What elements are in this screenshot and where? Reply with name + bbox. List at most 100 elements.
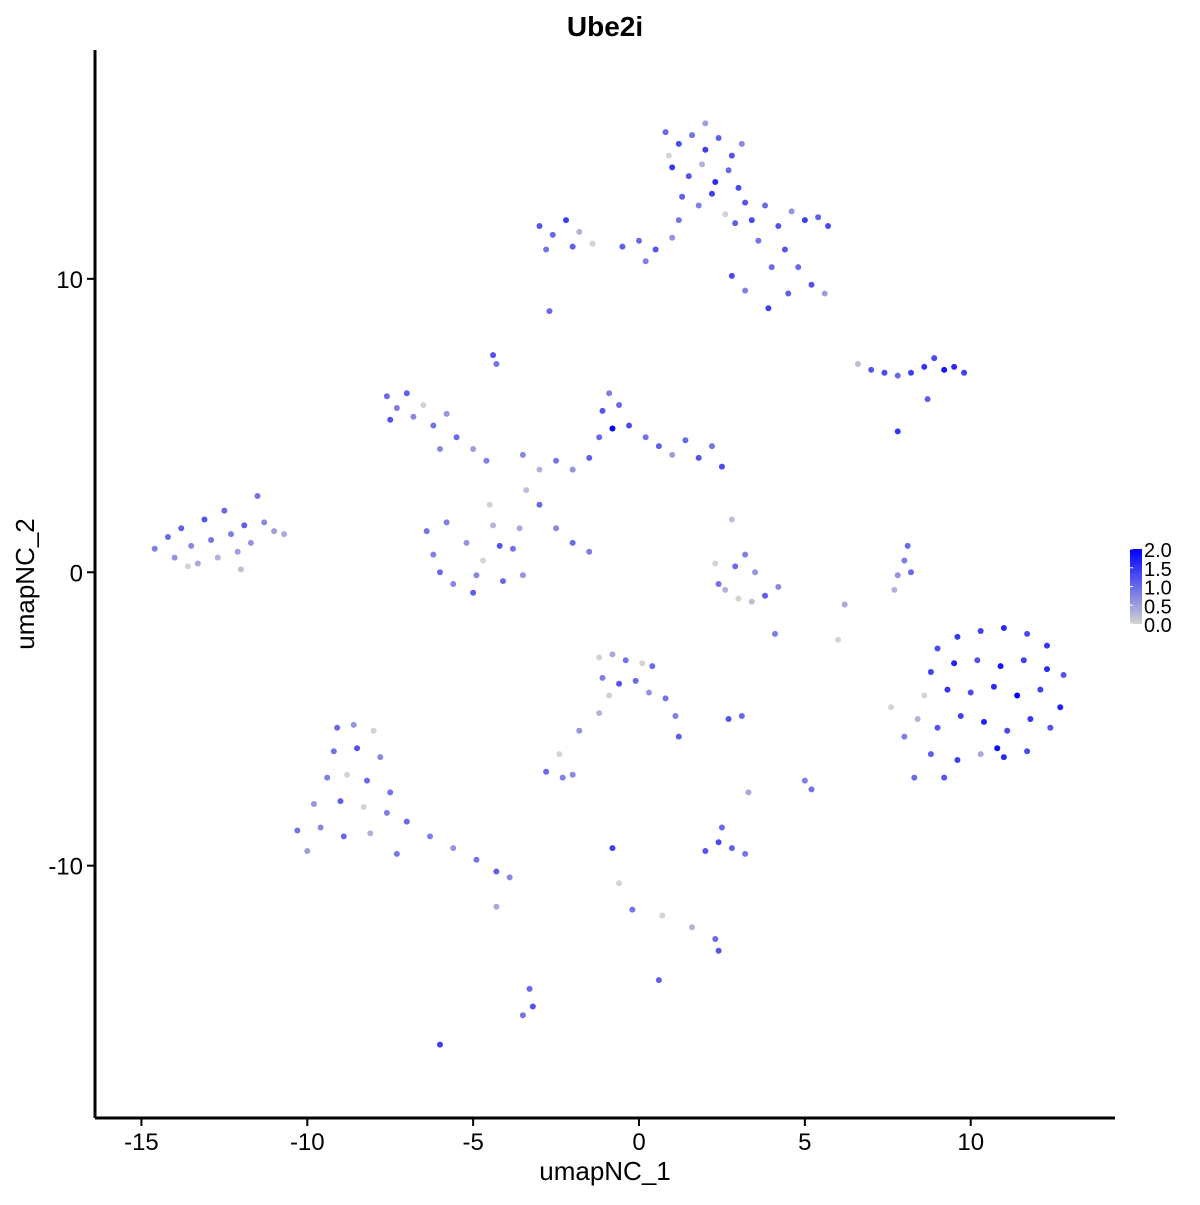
point [622, 657, 629, 664]
x-tick-label: -10 [290, 1129, 325, 1156]
point [977, 751, 984, 758]
point [586, 548, 593, 555]
point [652, 246, 659, 253]
point [430, 422, 437, 429]
point [596, 710, 603, 717]
point [785, 290, 792, 297]
point [725, 167, 732, 174]
point [337, 798, 344, 805]
point [164, 534, 171, 541]
point [901, 557, 908, 564]
point [596, 654, 603, 661]
point [576, 228, 583, 235]
point [639, 660, 646, 667]
point [1047, 724, 1054, 731]
point [1057, 704, 1064, 711]
point [934, 724, 941, 731]
point [927, 669, 934, 676]
point [672, 713, 679, 720]
point [526, 985, 533, 992]
point [453, 434, 460, 441]
point [718, 824, 725, 831]
x-tick-label: -5 [462, 1129, 483, 1156]
point [430, 551, 437, 558]
point [480, 557, 487, 564]
point [632, 677, 639, 684]
point [436, 446, 443, 453]
point [669, 164, 676, 171]
point [609, 425, 616, 432]
point [340, 833, 347, 840]
point [669, 451, 676, 458]
point [569, 466, 576, 473]
point [1060, 671, 1067, 678]
point [768, 264, 775, 271]
point [586, 454, 593, 461]
point [712, 936, 719, 943]
point [556, 751, 563, 758]
point [609, 651, 616, 658]
point [715, 135, 722, 142]
point [184, 563, 191, 570]
point [775, 583, 782, 590]
point [523, 487, 530, 494]
point [888, 704, 895, 711]
point [702, 848, 709, 854]
point [728, 516, 735, 523]
point [911, 774, 918, 781]
point [901, 733, 908, 740]
point [735, 595, 742, 602]
point [553, 525, 560, 532]
point [536, 223, 543, 230]
point [715, 581, 722, 587]
point [330, 748, 337, 755]
point [894, 572, 901, 579]
point [742, 287, 749, 294]
point [695, 454, 702, 461]
point [543, 768, 550, 775]
point [825, 223, 832, 230]
point [655, 443, 662, 450]
point [563, 217, 570, 224]
point [765, 305, 772, 312]
point [801, 777, 808, 784]
point [254, 492, 261, 499]
point [383, 809, 390, 816]
point [516, 525, 523, 532]
point [483, 457, 490, 464]
point [801, 217, 808, 224]
point [261, 519, 268, 526]
x-tick-label: 0 [632, 1129, 645, 1156]
point [616, 880, 623, 887]
point [951, 363, 958, 370]
point [665, 152, 672, 159]
point [788, 208, 795, 215]
point [725, 715, 732, 722]
point [546, 308, 553, 315]
point [201, 516, 208, 523]
point [745, 789, 752, 796]
point [490, 352, 497, 359]
point [752, 569, 759, 576]
x-axis-label: umapNC_1 [539, 1156, 671, 1186]
point [755, 237, 762, 244]
point [695, 202, 702, 209]
point [387, 789, 394, 796]
point [370, 727, 377, 734]
point [772, 630, 778, 637]
point [642, 258, 649, 265]
point [702, 120, 709, 127]
point [317, 824, 324, 831]
point [762, 592, 769, 599]
colorbar-tick-label: 1.5 [1144, 559, 1172, 581]
point [881, 369, 888, 376]
point [675, 140, 682, 147]
point [702, 146, 709, 153]
point [732, 220, 739, 227]
point [1014, 692, 1021, 699]
point [509, 545, 516, 552]
point [569, 243, 576, 250]
colorbar-tick-label: 0.5 [1144, 596, 1172, 618]
point [393, 404, 400, 411]
point [194, 560, 201, 567]
